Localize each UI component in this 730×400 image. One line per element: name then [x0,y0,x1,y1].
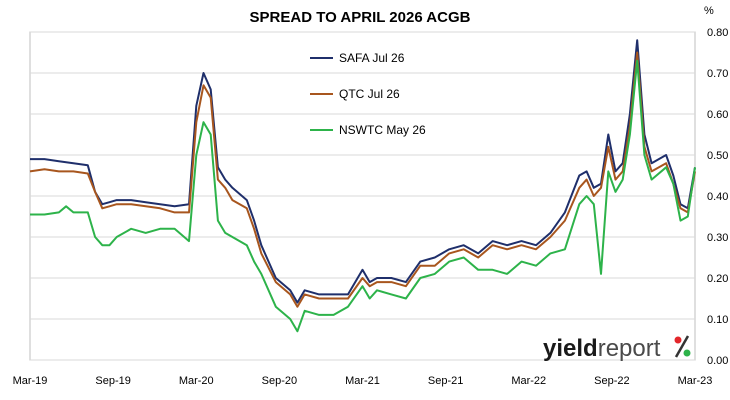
legend: SAFA Jul 26 QTC Jul 26 NSWTC May 26 [310,51,426,137]
series-line-1 [29,51,696,308]
percent-symbol [674,335,691,358]
legend-label: NSWTC May 26 [339,123,426,137]
y-tick-label: 0.10 [707,314,728,326]
legend-label: SAFA Jul 26 [339,51,405,65]
x-tick-label: Mar-21 [345,375,380,387]
y-tick-label: 0.00 [707,355,728,367]
chart-title: SPREAD TO APRIL 2026 ACGB [250,9,471,26]
yieldreport-logo: yieldreport [543,335,691,362]
x-tick-label: Mar-23 [678,375,713,387]
y-unit-label: % [704,5,714,17]
y-tick-label: 0.70 [707,68,728,80]
legend-label: QTC Jul 26 [339,87,400,101]
y-tick-label: 0.50 [707,150,728,162]
y-tick-label: 0.30 [707,232,728,244]
series-line-2 [30,59,696,333]
series-line-0 [30,39,696,304]
y-tick-label: 0.20 [707,273,728,285]
y-tick-label: 0.40 [707,191,728,203]
x-tick-label: Mar-22 [511,375,546,387]
plot-area: 0.00 0.10 0.20 0.30 0.40 0.50 0.60 0.70 0.80 Mar-… [13,27,729,387]
x-tick-label: Mar-19 [13,375,48,387]
x-tick-label: Sep-21 [428,375,463,387]
x-tick-label: Mar-20 [179,375,214,387]
y-tick-label: 0.80 [707,27,728,39]
y-tick-label: 0.60 [707,109,728,121]
x-tick-label: Sep-22 [594,375,629,387]
logo-wordmark: yieldreport [543,335,661,362]
x-tick-label: Sep-20 [262,375,297,387]
x-tick-label: Sep-19 [95,375,130,387]
